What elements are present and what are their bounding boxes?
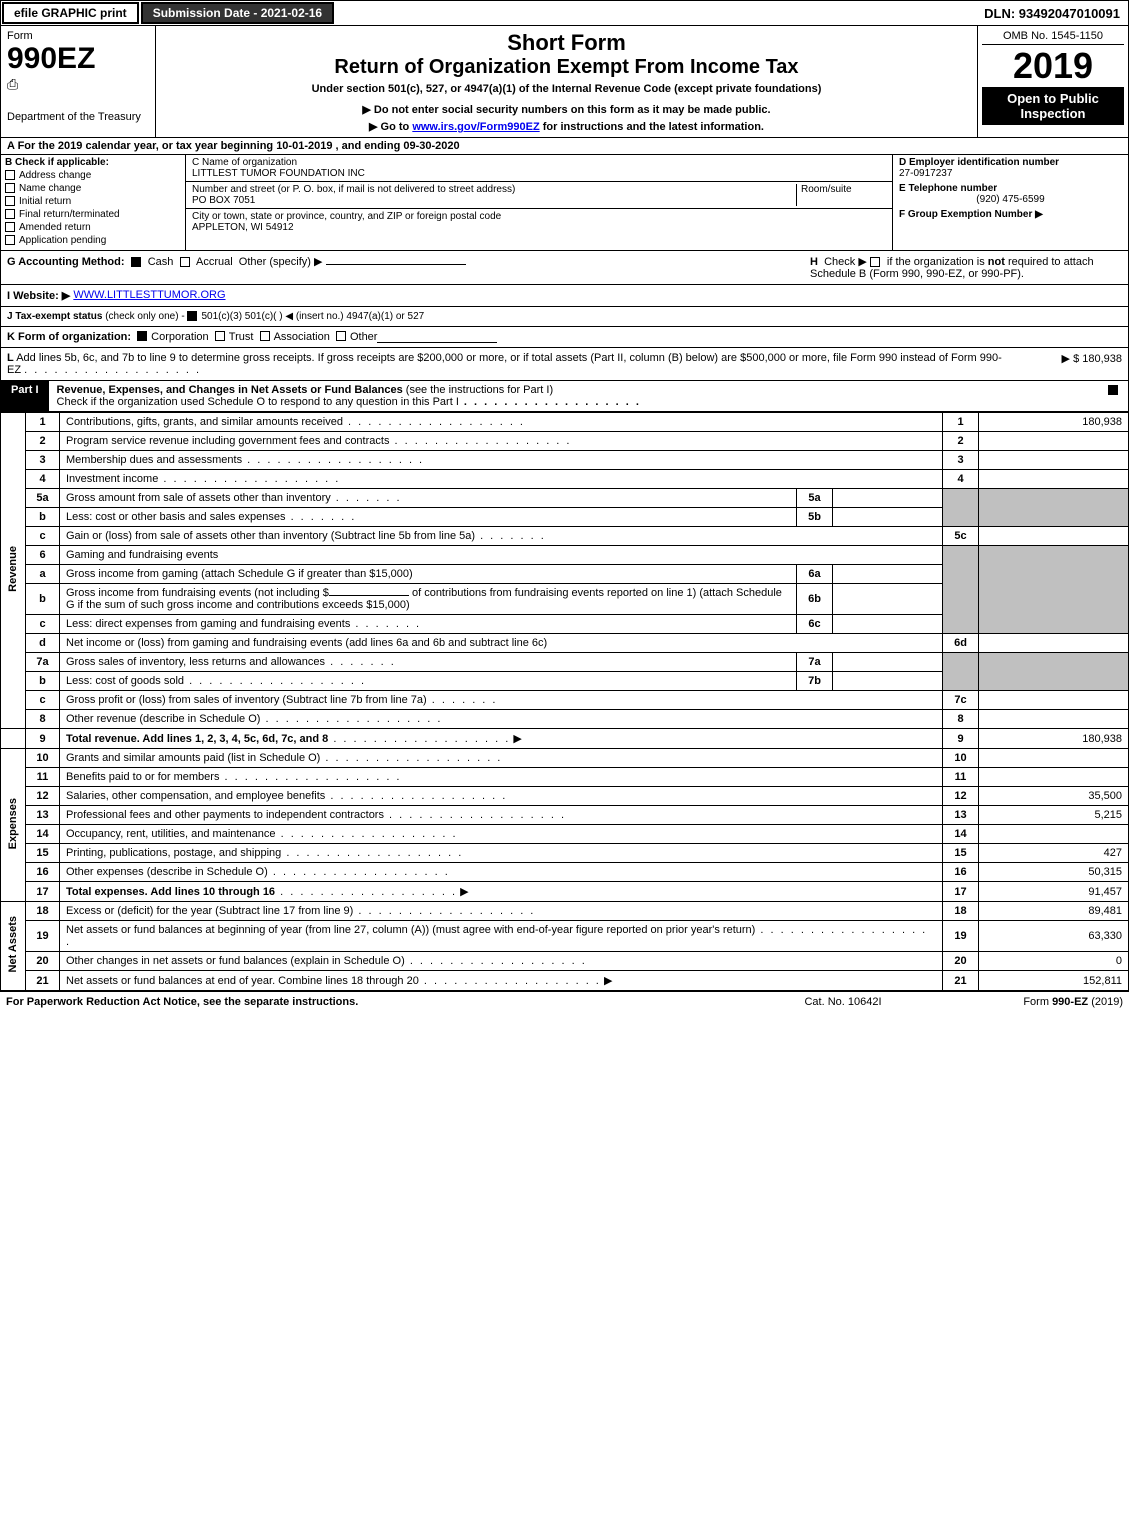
short-form-title: Short Form (160, 30, 973, 56)
check-cash[interactable] (131, 257, 141, 267)
form-org-label: K Form of organization: (7, 331, 131, 343)
goto-instructions: ▶ Go to www.irs.gov/Form990EZ for instru… (160, 120, 973, 133)
section-c: C Name of organization LITTLEST TUMOR FO… (186, 155, 893, 250)
line18-value: 89,481 (979, 902, 1129, 921)
tax-year: 2019 (982, 45, 1124, 87)
section-b: B Check if applicable: Address change Na… (1, 155, 186, 250)
check-initial-return[interactable]: Initial return (5, 196, 181, 207)
page-footer: For Paperwork Reduction Act Notice, see … (0, 991, 1129, 1012)
under-section: Under section 501(c), 527, or 4947(a)(1)… (160, 83, 973, 95)
line1-value: 180,938 (979, 413, 1129, 432)
line20-value: 0 (979, 952, 1129, 971)
section-g: G Accounting Method: Cash Accrual Other … (7, 255, 802, 280)
section-bcd: B Check if applicable: Address change Na… (0, 155, 1129, 251)
check-name-change[interactable]: Name change (5, 183, 181, 194)
line15-value: 427 (979, 844, 1129, 863)
city-label: City or town, state or province, country… (192, 211, 886, 222)
form-header: Form 990EZ ⎙ Department of the Treasury … (0, 26, 1129, 138)
efile-icon: ⎙ (7, 76, 149, 93)
goto-suffix: for instructions and the latest informat… (540, 121, 764, 133)
org-name: LITTLEST TUMOR FOUNDATION INC (192, 168, 886, 179)
check-final-return[interactable]: Final return/terminated (5, 209, 181, 220)
org-name-label: C Name of organization (192, 157, 886, 168)
check-association[interactable] (260, 331, 270, 341)
submission-date-button[interactable]: Submission Date - 2021-02-16 (141, 2, 334, 24)
goto-prefix: ▶ Go to (369, 121, 412, 133)
address-label: Number and street (or P. O. box, if mail… (192, 184, 796, 195)
part1-label: Part I (1, 381, 49, 411)
section-gh: G Accounting Method: Cash Accrual Other … (0, 251, 1129, 381)
netassets-vertical-label: Net Assets (1, 902, 26, 991)
check-other-org[interactable] (336, 331, 346, 341)
line13-value: 5,215 (979, 806, 1129, 825)
revenue-vertical-label: Revenue (1, 413, 26, 729)
website-label: I Website: ▶ (7, 289, 70, 302)
tel-value: (920) 475-6599 (899, 194, 1122, 205)
check-accrual[interactable] (180, 257, 190, 267)
check-schedule-b[interactable] (870, 257, 880, 267)
section-l: L Add lines 5b, 6c, and 7b to line 9 to … (1, 348, 1128, 381)
irs-link[interactable]: www.irs.gov/Form990EZ (412, 121, 539, 133)
part1-title: Revenue, Expenses, and Changes in Net As… (49, 381, 1128, 411)
section-h: H Check ▶ if the organization is not req… (802, 255, 1122, 280)
expenses-vertical-label: Expenses (1, 749, 26, 902)
line21-value: 152,811 (979, 971, 1129, 991)
footer-right: Form 990-EZ (2019) (943, 996, 1123, 1008)
omb-number: OMB No. 1545-1150 (982, 30, 1124, 45)
form-word: Form (7, 30, 149, 42)
city-value: APPLETON, WI 54912 (192, 222, 886, 233)
department-label: Department of the Treasury (7, 111, 149, 123)
part1-table: Revenue 1 Contributions, gifts, grants, … (0, 412, 1129, 991)
line12-value: 35,500 (979, 787, 1129, 806)
room-suite-label: Room/suite (796, 184, 886, 206)
accounting-method-label: G Accounting Method: (7, 256, 125, 268)
check-amended-return[interactable]: Amended return (5, 222, 181, 233)
check-corporation[interactable] (137, 331, 147, 341)
ein-value: 27-0917237 (899, 168, 1122, 179)
check-application-pending[interactable]: Application pending (5, 235, 181, 246)
tax-exempt-label: J Tax-exempt status (7, 311, 102, 322)
website-link[interactable]: WWW.LITTLESTTUMOR.ORG (73, 289, 225, 302)
header-right: OMB No. 1545-1150 2019 Open to Public In… (978, 26, 1128, 137)
form-number: 990EZ (7, 42, 149, 76)
section-j: J Tax-exempt status (check only one) - 5… (1, 307, 1128, 327)
line16-value: 50,315 (979, 863, 1129, 882)
header-left: Form 990EZ ⎙ Department of the Treasury (1, 26, 156, 137)
check-address-change[interactable]: Address change (5, 170, 181, 181)
footer-left: For Paperwork Reduction Act Notice, see … (6, 996, 743, 1008)
section-k: K Form of organization: Corporation Trus… (1, 327, 1128, 348)
period-row: A For the 2019 calendar year, or tax yea… (0, 138, 1129, 155)
header-center: Short Form Return of Organization Exempt… (156, 26, 978, 137)
address-value: PO BOX 7051 (192, 195, 796, 206)
check-501c3[interactable] (187, 311, 197, 321)
footer-center: Cat. No. 10642I (743, 996, 943, 1008)
open-inspection: Open to Public Inspection (982, 87, 1124, 125)
top-bar: efile GRAPHIC print Submission Date - 20… (0, 0, 1129, 26)
gross-receipts-amount: ▶ $ 180,938 (1002, 352, 1122, 376)
accounting-other: Other (specify) ▶ (239, 256, 323, 268)
section-b-label: B Check if applicable: (5, 157, 181, 168)
efile-print-button[interactable]: efile GRAPHIC print (2, 2, 139, 24)
check-trust[interactable] (215, 331, 225, 341)
group-exemption-label: F Group Exemption Number ▶ (899, 209, 1122, 220)
no-ssn-warning: ▶ Do not enter social security numbers o… (160, 103, 973, 116)
section-i: I Website: ▶ WWW.LITTLESTTUMOR.ORG (1, 285, 1128, 307)
line17-value: 91,457 (979, 882, 1129, 902)
return-title: Return of Organization Exempt From Incom… (160, 56, 973, 79)
check-schedule-o[interactable] (1108, 385, 1118, 395)
line19-value: 63,330 (979, 921, 1129, 952)
part1-header: Part I Revenue, Expenses, and Changes in… (0, 381, 1129, 412)
tel-label: E Telephone number (899, 183, 1122, 194)
ein-label: D Employer identification number (899, 157, 1122, 168)
dln-label: DLN: 93492047010091 (984, 6, 1128, 21)
section-d: D Employer identification number 27-0917… (893, 155, 1128, 250)
line9-value: 180,938 (979, 729, 1129, 749)
